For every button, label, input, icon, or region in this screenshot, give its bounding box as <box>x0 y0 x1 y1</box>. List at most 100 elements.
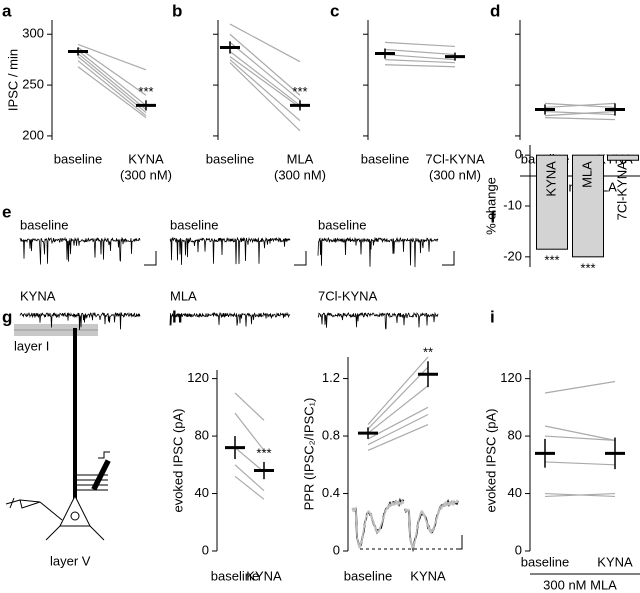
current-trace <box>19 311 141 331</box>
individual-line <box>229 33 301 96</box>
trace-label: baseline <box>318 217 366 232</box>
y-axis-label: % change <box>483 177 498 235</box>
x-tick-label: MLA <box>287 151 314 166</box>
trace-label: KYNA <box>20 288 56 303</box>
individual-line <box>77 50 147 106</box>
panel-label: i <box>490 307 495 326</box>
y-tick-label: 200 <box>22 127 44 142</box>
individual-line <box>229 51 301 106</box>
individual-line <box>234 392 265 421</box>
x-tick-label: baseline <box>211 568 259 583</box>
individual-line <box>77 46 147 96</box>
scale-bar <box>456 535 463 550</box>
x-tick-sublabel: (300 nM) <box>429 167 481 182</box>
individual-line <box>77 56 147 114</box>
individual-line <box>229 23 301 63</box>
circuit-diagram <box>5 324 111 541</box>
individual-line <box>544 461 616 466</box>
panel-label: c <box>330 1 339 20</box>
inset-trace <box>351 499 405 549</box>
individual-line <box>544 425 616 441</box>
significance: *** <box>580 260 595 275</box>
inset-trace <box>404 499 459 548</box>
y-tick-label: 80 <box>508 428 522 443</box>
y-tick-label: 40 <box>508 485 522 500</box>
panel-label: f <box>490 207 496 226</box>
y-tick-label: -20 <box>503 248 522 263</box>
x-tick-label: KYNA <box>410 568 446 583</box>
panel-label: a <box>2 1 12 20</box>
individual-line <box>229 62 301 132</box>
individual-line <box>234 475 265 500</box>
category-label: MLA <box>579 161 594 188</box>
panel-label: d <box>490 1 500 20</box>
trace-label: baseline <box>20 217 68 232</box>
inset-trace <box>351 499 405 548</box>
individual-line <box>229 41 301 101</box>
y-axis-label: IPSC / min <box>5 49 20 111</box>
individual-line <box>384 59 456 64</box>
x-tick-sublabel: (300 nM) <box>120 167 172 182</box>
bar <box>607 154 639 161</box>
x-tick-label: baseline <box>344 568 392 583</box>
x-tick-label: KYNA <box>597 554 633 569</box>
individual-line <box>234 447 265 473</box>
scale-bar <box>442 251 455 266</box>
category-label: 7Cl-KYNA <box>614 161 629 221</box>
significance: *** <box>544 253 559 268</box>
bar <box>572 154 604 258</box>
individual-line <box>544 435 616 441</box>
individual-line <box>544 110 616 117</box>
y-tick-label: 120 <box>187 370 209 385</box>
x-tick-label: KYNA <box>128 151 164 166</box>
individual-line <box>77 60 147 117</box>
category-label: KYNA <box>543 161 558 197</box>
y-axis-label: PPR (IPSC₂/IPSC₁) <box>301 398 316 511</box>
y-axis-label: evoked IPSC (pA) <box>483 408 498 512</box>
trace-label: baseline <box>170 217 218 232</box>
individual-line <box>384 64 456 68</box>
trace-label: 7Cl-KYNA <box>318 288 378 303</box>
inset-trace <box>404 499 459 550</box>
individual-line <box>367 385 429 434</box>
x-tick-label: KYNA <box>246 568 282 583</box>
y-tick-label: 120 <box>500 370 522 385</box>
individual-line <box>384 48 456 56</box>
individual-line <box>77 66 147 119</box>
y-tick-label: 0.8 <box>322 427 340 442</box>
individual-line <box>544 380 616 394</box>
inset-trace <box>351 497 405 548</box>
significance: *** <box>138 84 153 99</box>
individual-line <box>367 423 429 451</box>
inset-trace <box>404 499 459 549</box>
individual-line <box>234 464 265 492</box>
significance: *** <box>292 84 307 99</box>
significance: ** <box>423 345 433 360</box>
inset-trace <box>351 500 405 550</box>
y-tick-label: 0 <box>333 542 340 557</box>
panel-label: layer I <box>14 338 49 353</box>
individual-line <box>77 43 147 71</box>
current-trace <box>169 236 291 265</box>
y-tick-label: 1.2 <box>322 370 340 385</box>
individual-line <box>229 59 301 122</box>
inset-trace <box>404 499 459 548</box>
trace-label: MLA <box>170 288 197 303</box>
scale-bar <box>294 251 307 266</box>
individual-line <box>367 356 429 425</box>
group-label: 300 nM MLA <box>543 577 617 592</box>
individual-line <box>229 56 301 108</box>
panel-label: h <box>172 307 182 326</box>
x-tick-label: baseline <box>206 151 254 166</box>
significance: *** <box>256 445 271 460</box>
y-tick-label: 80 <box>195 428 209 443</box>
individual-line <box>77 53 147 110</box>
current-trace <box>169 311 291 327</box>
y-tick-label: 0 <box>515 542 522 557</box>
current-trace <box>317 311 439 330</box>
individual-line <box>367 366 429 430</box>
y-tick-label: 300 <box>22 26 44 41</box>
y-axis-label: evoked IPSC (pA) <box>170 408 185 512</box>
